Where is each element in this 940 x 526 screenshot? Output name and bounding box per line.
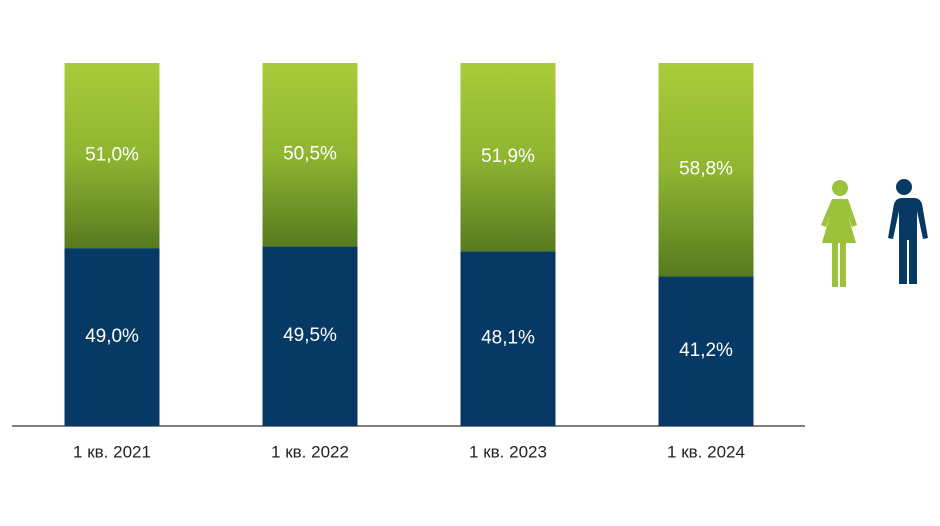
x-tick-label: 1 кв. 2022 [271,442,349,461]
woman-icon [821,180,857,287]
value-label: 49,5% [283,325,337,346]
x-tick-label: 1 кв. 2024 [667,442,745,461]
value-label: 49,0% [85,326,139,347]
bar-segment [64,63,160,249]
value-label: 41,2% [679,340,733,361]
value-label: 50,5% [283,144,337,165]
bar-segment [658,276,754,426]
bar-segment [460,63,556,252]
value-label: 51,9% [481,146,535,167]
bar-segment [64,248,160,426]
bar-segment [262,246,358,426]
bar-segment [658,63,754,277]
man-icon [888,179,928,284]
bar-segment [460,251,556,426]
value-label: 51,0% [85,145,139,166]
x-tick-label: 1 кв. 2023 [469,442,547,461]
value-label: 48,1% [481,328,535,349]
x-tick-label: 1 кв. 2021 [73,442,151,461]
bar-segment [262,63,358,247]
value-label: 58,8% [679,159,733,180]
